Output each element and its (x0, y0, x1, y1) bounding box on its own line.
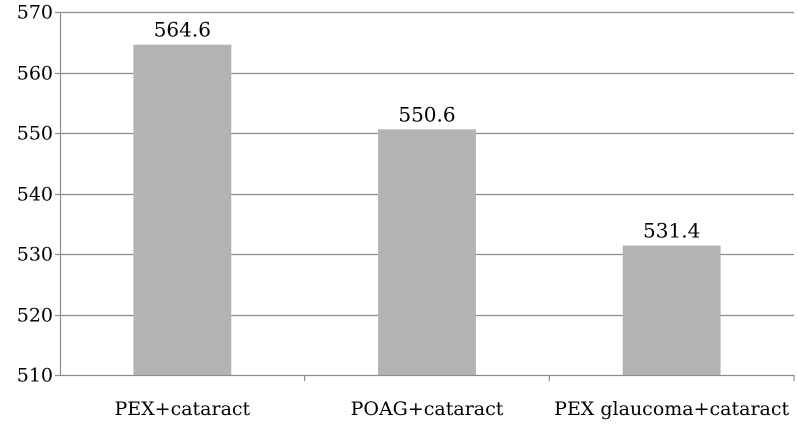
y-tick-label-550: 550 (17, 123, 53, 145)
y-tick-label-510: 510 (17, 365, 53, 387)
axes (55, 11, 795, 381)
bar-3 (622, 245, 721, 375)
bars (133, 44, 721, 376)
labels: 510 520 530 540 550 560 570 564.6 PEX+cataract 55… (17, 2, 790, 421)
category-label-3: PEX glaucoma+cataract (554, 398, 789, 420)
y-tick-label-530: 530 (17, 244, 53, 266)
y-tick-label-520: 520 (17, 305, 53, 327)
data-label-3: 531.4 (643, 219, 700, 243)
data-label-1: 564.6 (154, 18, 211, 42)
bar-2 (378, 129, 476, 375)
y-tick-label-560: 560 (17, 63, 53, 85)
category-label-2: POAG+cataract (351, 398, 504, 420)
y-tick-label-540: 540 (17, 184, 53, 206)
bar-1 (133, 44, 232, 376)
category-label-1: PEX+cataract (114, 398, 250, 420)
y-tick-label-570: 570 (17, 2, 53, 24)
data-label-2: 550.6 (398, 102, 455, 126)
